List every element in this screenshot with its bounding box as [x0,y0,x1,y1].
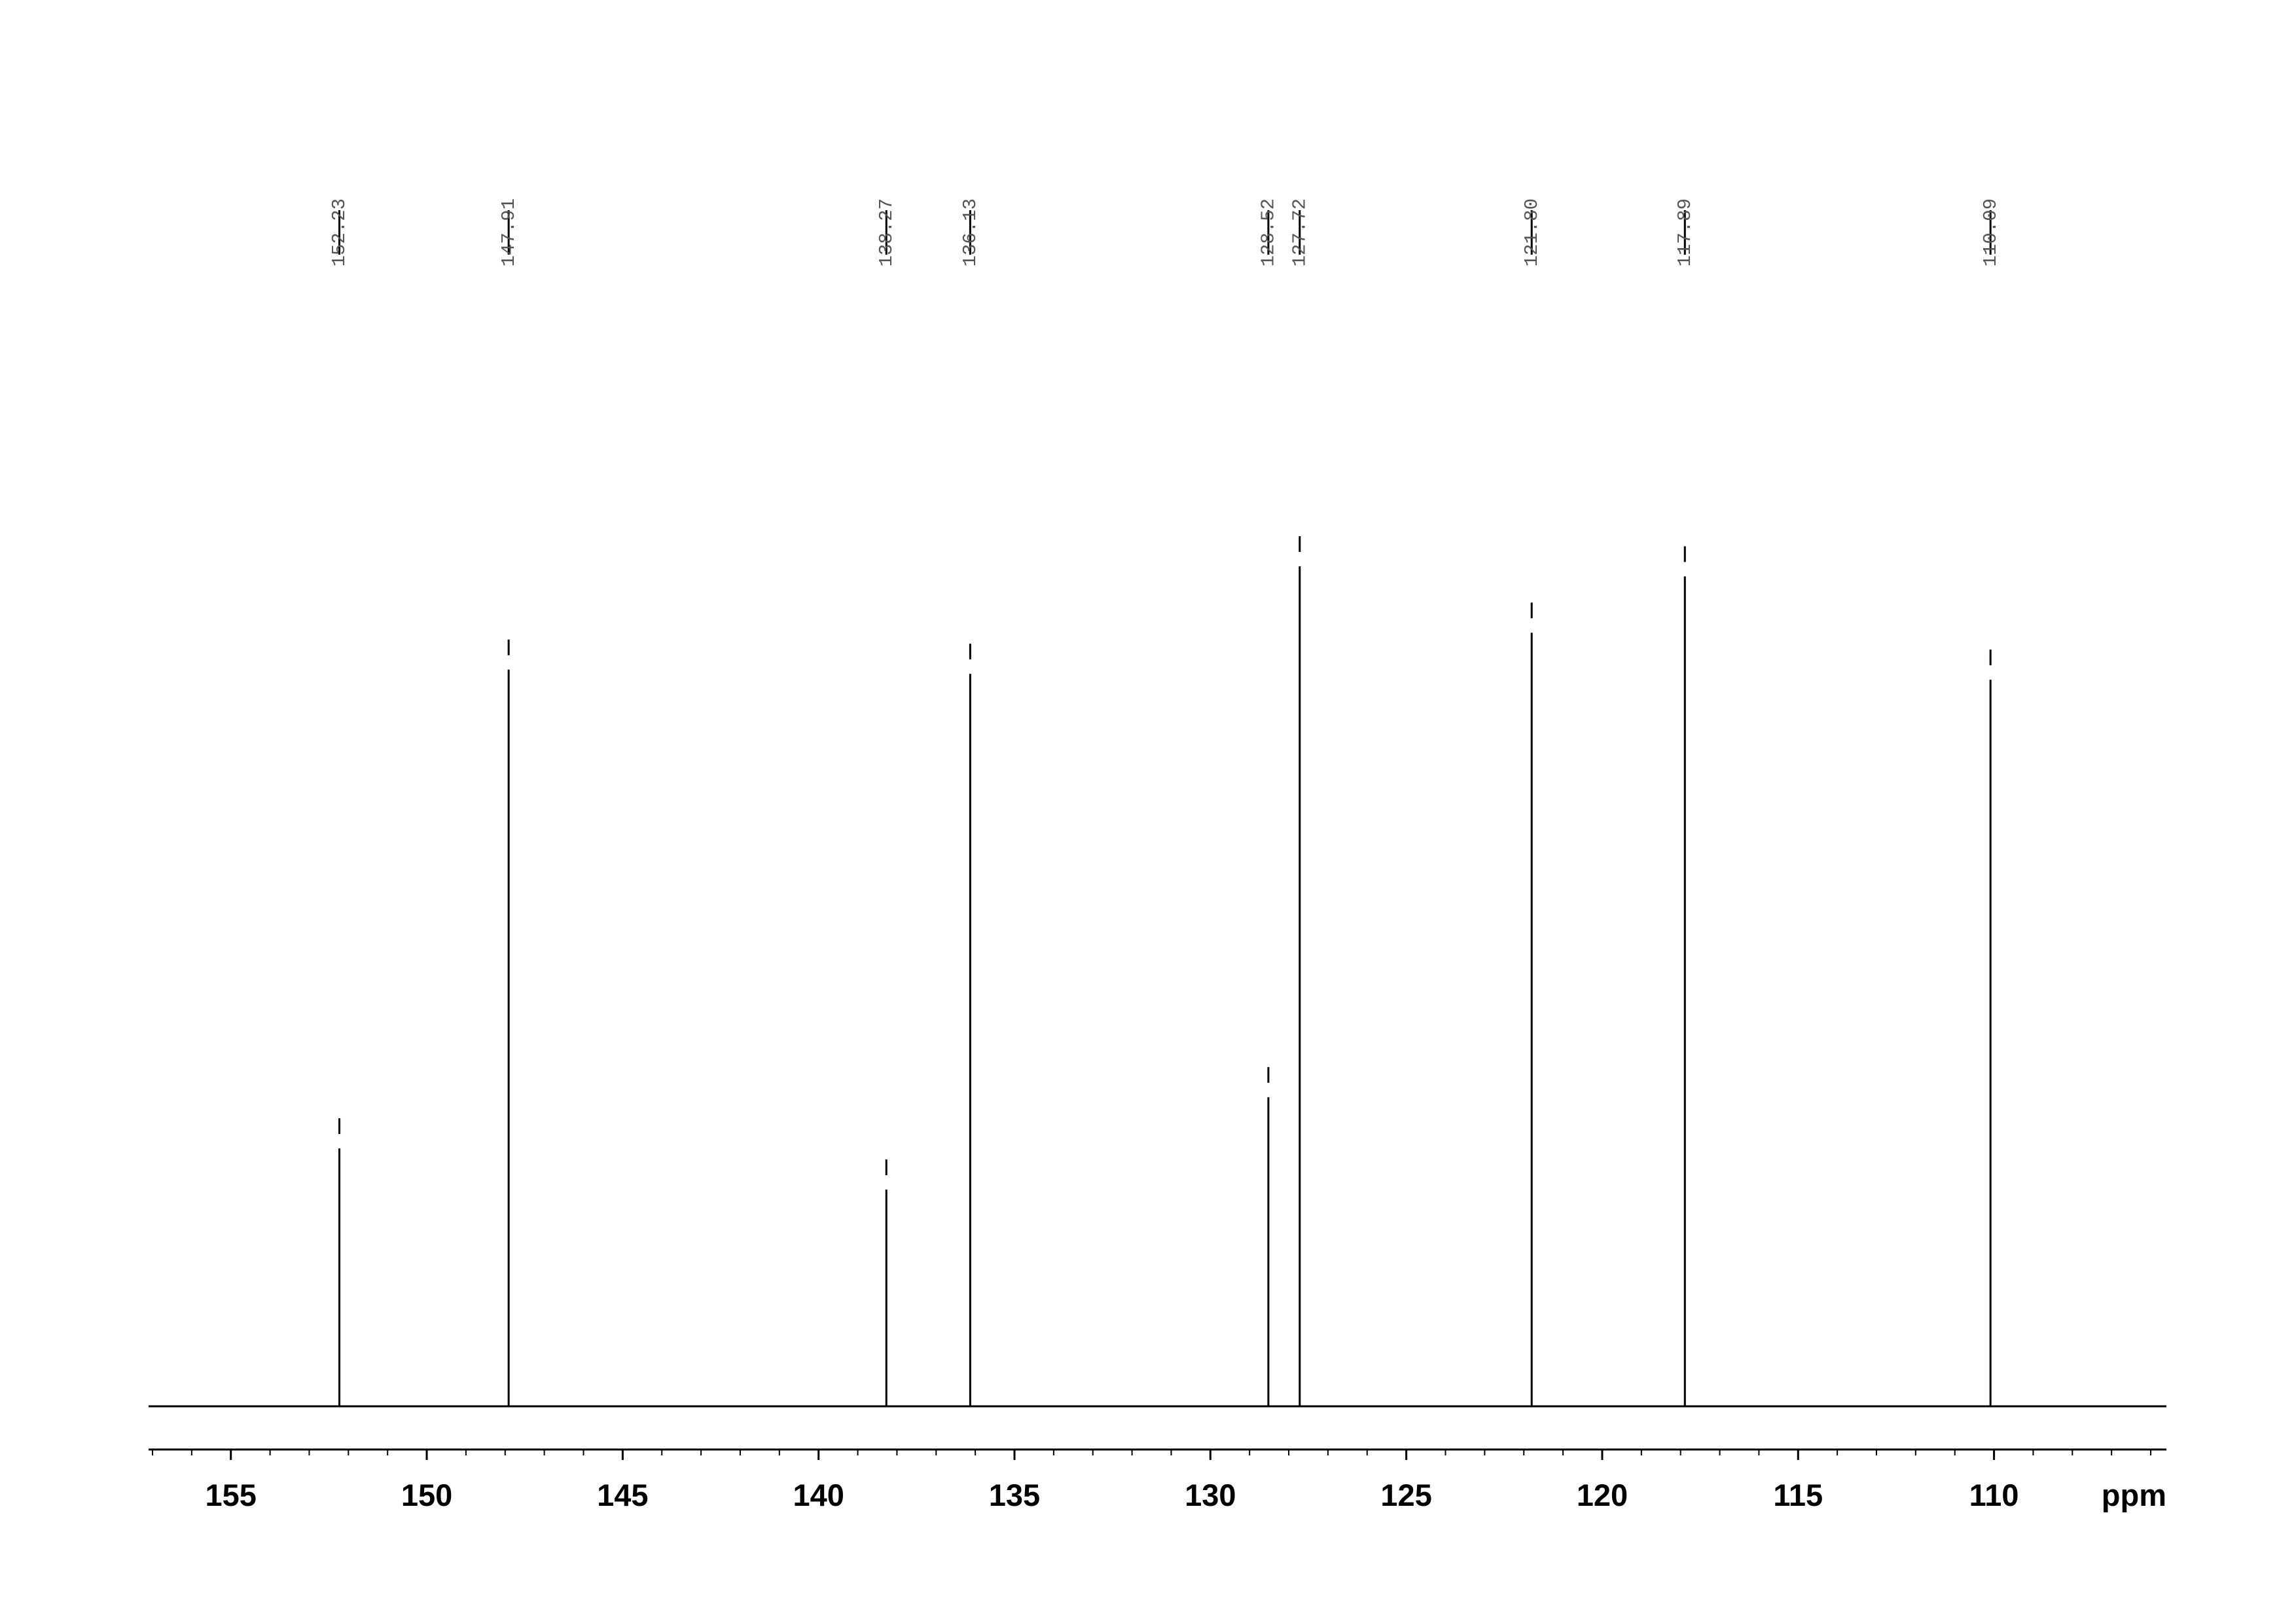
x-tick-label: 145 [597,1478,648,1512]
x-tick-label: 110 [1969,1478,2019,1512]
peak-label: 147.91 [498,198,520,266]
x-tick-label: 135 [989,1478,1040,1512]
x-axis-label: ppm [2102,1478,2166,1512]
peak-label: 121.80 [1521,198,1543,266]
peak-label: 152.23 [329,198,350,266]
peak-label: 127.72 [1289,198,1310,266]
peak-label: 110.09 [1980,198,2001,266]
x-tick-label: 125 [1380,1478,1431,1512]
x-tick-label: 130 [1185,1478,1236,1512]
x-tick-label: 150 [401,1478,452,1512]
x-tick-label: 140 [793,1478,844,1512]
peak-label: 136.13 [960,198,981,266]
x-tick-label: 155 [206,1478,257,1512]
x-tick-label: 120 [1577,1478,1628,1512]
peak-label: 138.27 [876,198,897,266]
peak-label: 128.52 [1258,198,1280,266]
peak-label: 117.89 [1674,198,1696,266]
x-tick-label: 115 [1773,1478,1823,1512]
